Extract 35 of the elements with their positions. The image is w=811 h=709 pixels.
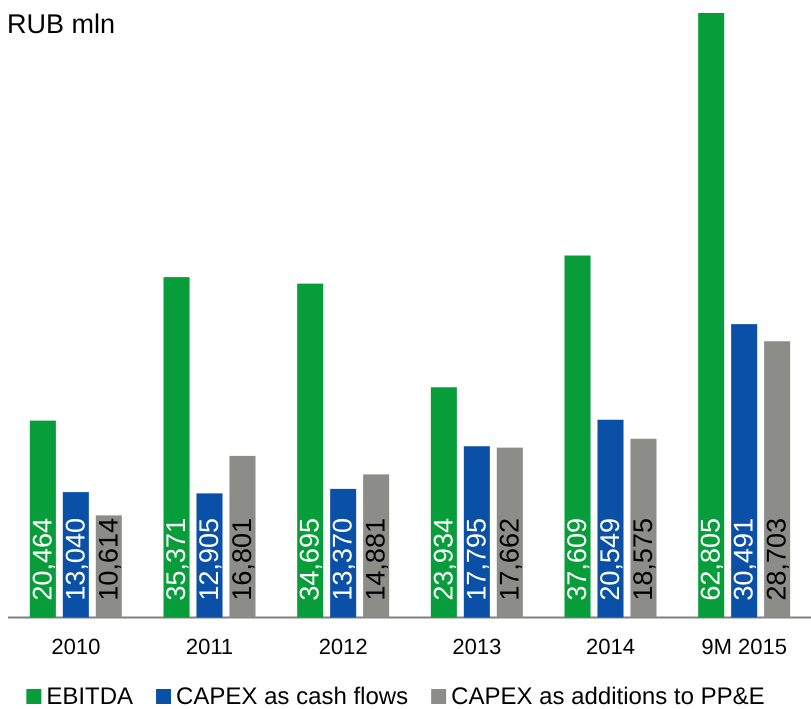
data-label: 20,464	[27, 518, 58, 601]
data-label: 20,549	[594, 518, 625, 601]
data-label: 30,491	[728, 518, 759, 601]
x-tick-label: 9M 2015	[701, 634, 787, 659]
x-tick-label: 2010	[51, 634, 100, 659]
data-label: 34,695	[294, 518, 325, 601]
x-tick-label: 2012	[318, 634, 368, 659]
legend-label: EBITDA	[46, 683, 134, 709]
data-label: 17,662	[494, 518, 524, 601]
legend-label: CAPEX as additions to PP&E	[451, 683, 765, 709]
x-tick-label: 2013	[452, 634, 502, 659]
data-label: 17,795	[461, 518, 492, 601]
x-tick-label: 2011	[186, 634, 234, 659]
bar	[731, 324, 758, 618]
data-label: 62,805	[696, 518, 726, 601]
legend-label: CAPEX as cash flows	[176, 683, 408, 709]
data-label: 12,905	[194, 518, 224, 601]
bar	[564, 256, 591, 618]
data-label: 23,934	[428, 518, 458, 601]
data-label: 18,575	[628, 518, 658, 601]
data-label: 28,703	[762, 518, 792, 601]
bar	[698, 13, 724, 618]
bar	[164, 277, 190, 618]
bar	[764, 341, 790, 618]
data-label: 37,609	[562, 518, 592, 601]
data-label: 10,614	[93, 518, 124, 601]
bar	[430, 387, 457, 618]
x-tick-label: 2014	[586, 634, 635, 659]
data-label: 13,370	[328, 518, 358, 601]
bar	[297, 284, 324, 618]
data-label: 14,881	[360, 518, 391, 601]
y-axis-title: RUB mln	[7, 9, 116, 39]
data-label: 16,801	[226, 518, 257, 601]
data-label: 13,040	[60, 518, 90, 601]
data-label: 35,371	[160, 518, 191, 601]
